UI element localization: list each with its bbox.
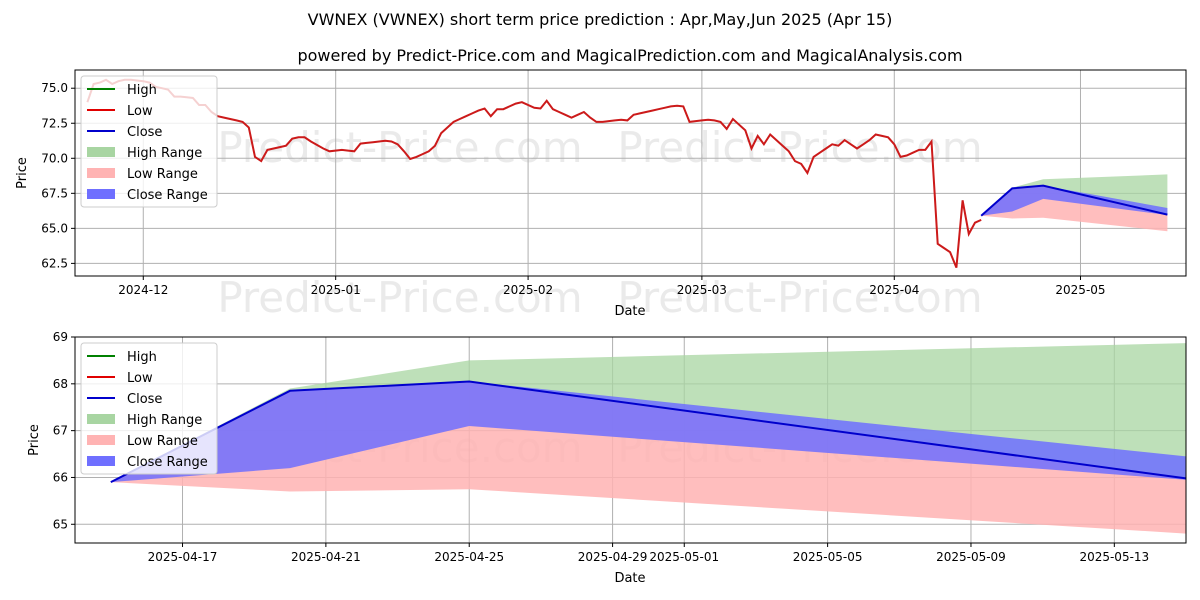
legend-close-label: Close <box>127 392 162 407</box>
plot-frame <box>74 69 1187 277</box>
y-tick-label: 67.5 <box>41 186 68 200</box>
x-tick-label: 2025-05-05 <box>793 550 863 564</box>
x-tick-label: 2025-05-09 <box>936 550 1006 564</box>
y-axis-label: Price <box>27 424 42 456</box>
price-history-line <box>86 78 982 268</box>
legend-close-range-swatch <box>87 456 115 466</box>
legend: High Low Close High Range Low Range Close Ran… <box>80 342 218 475</box>
history-panel: Predict-Price.com Predict-Price.com Pred… <box>15 69 1187 322</box>
legend-low-label: Low <box>127 104 153 119</box>
watermark: Predict-Price.com <box>217 273 582 322</box>
legend-high-range-label: High Range <box>127 413 202 428</box>
legend-close-range-label: Close Range <box>127 455 208 470</box>
legend-low-range-label: Low Range <box>127 434 198 449</box>
legend-high-range-label: High Range <box>127 146 202 161</box>
legend-low-label: Low <box>127 371 153 386</box>
plot-frame <box>74 336 1187 544</box>
legend-high-label: High <box>127 83 157 98</box>
close-range-area <box>110 381 1186 483</box>
x-tick-label: 2025-02 <box>503 283 553 297</box>
y-tick-label: 69 <box>53 330 68 344</box>
y-tick-label: 66 <box>53 470 68 484</box>
y-tick-label: 65 <box>53 517 68 531</box>
x-tick-label: 2024-12 <box>118 283 168 297</box>
y-tick-label: 72.5 <box>41 116 68 130</box>
y-tick-label: 62.5 <box>41 256 68 270</box>
high-range-area <box>110 343 1186 483</box>
chart-subtitle: powered by Predict-Price.com and Magical… <box>297 46 962 65</box>
legend-low-range-swatch <box>87 435 115 445</box>
y-axis-label: Price <box>15 157 30 189</box>
legend-close-label: Close <box>127 125 162 140</box>
legend: High Low Close High Range Low Range Close Ran… <box>80 75 218 208</box>
close-range-area <box>981 185 1168 216</box>
x-tick-label: 2025-04-29 <box>578 550 648 564</box>
y-tick-label: 75.0 <box>41 81 68 95</box>
y-tick-label: 67 <box>53 424 68 438</box>
y-tick-label: 70.0 <box>41 151 68 165</box>
x-tick-label: 2025-04-25 <box>434 550 504 564</box>
x-axis-label: Date <box>614 571 645 586</box>
legend-low-range-swatch <box>87 168 115 178</box>
x-tick-label: 2025-04 <box>869 283 919 297</box>
forecast-panel: Predict-Price.com Predict-Price.com 6566… <box>27 330 1187 586</box>
x-tick-label: 2025-05-13 <box>1079 550 1149 564</box>
legend-close-range-swatch <box>87 189 115 199</box>
x-tick-label: 2025-04-17 <box>148 550 218 564</box>
chart-title: VWNEX (VWNEX) short term price predictio… <box>308 10 893 29</box>
y-tick-label: 68 <box>53 377 68 391</box>
x-tick-label: 2025-05 <box>1055 283 1105 297</box>
watermark: Predict-Price.com <box>617 273 982 322</box>
close-forecast-line <box>980 184 1168 217</box>
legend-close-range-label: Close Range <box>127 188 208 203</box>
legend-high-label: High <box>127 350 157 365</box>
x-tick-label: 2025-03 <box>677 283 727 297</box>
x-tick-label: 2025-05-01 <box>649 550 719 564</box>
legend-low-range-label: Low Range <box>127 167 198 182</box>
legend-high-range-swatch <box>87 147 115 157</box>
x-axis-label: Date <box>614 304 645 319</box>
high-range-area <box>981 174 1168 216</box>
y-tick-label: 65.0 <box>41 221 68 235</box>
x-tick-label: 2025-04-21 <box>291 550 361 564</box>
legend-high-range-swatch <box>87 414 115 424</box>
x-tick-label: 2025-01 <box>311 283 361 297</box>
